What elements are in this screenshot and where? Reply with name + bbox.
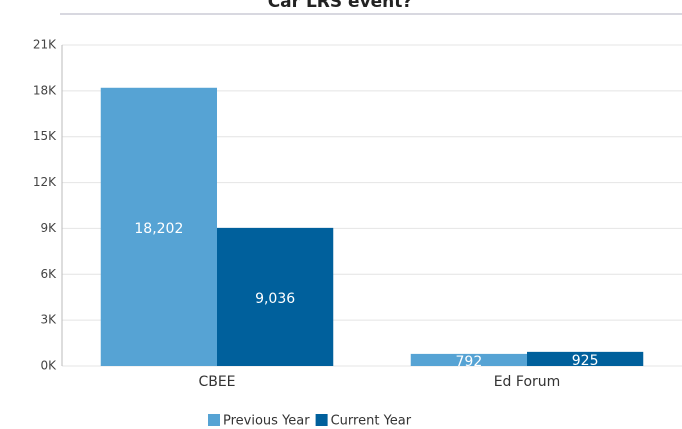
bar [410,353,527,366]
legend-label: Current Year [331,414,412,429]
legend-swatch [315,414,328,426]
x-tick-label: CBEE [198,374,235,390]
bar [100,87,217,366]
bar [527,351,644,366]
y-tick-label: 6K [40,267,57,281]
y-tick-label: 9K [40,221,57,235]
value-label: 18,202 [134,221,183,237]
value-label: 925 [572,353,599,369]
legend-label: Previous Year [223,414,310,429]
y-tick-label: 18K [33,83,57,97]
x-tick-label: Ed Forum [494,374,561,390]
bar [217,227,334,366]
value-label: 9,036 [255,291,295,307]
y-tick-label: 0K [40,359,57,373]
y-tick-label: 3K [40,313,57,327]
chart-title: Car LRS event? [268,0,413,12]
y-tick-label: 12K [33,175,57,189]
legend-swatch [208,414,220,426]
y-tick-label: 15K [33,129,57,143]
value-label: 792 [456,354,483,370]
y-tick-label: 21K [33,38,57,52]
